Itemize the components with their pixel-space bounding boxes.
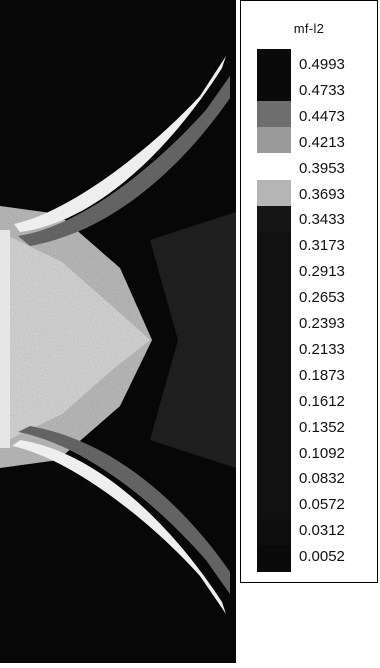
colorbar-level-label: 0.2133: [299, 340, 345, 358]
central-region-core: [0, 232, 150, 444]
colorbar-level-label: 0.4473: [299, 107, 345, 125]
colorbar-swatch: [257, 388, 291, 415]
colorbar-level-label: 0.0052: [299, 548, 345, 566]
region-halo: [150, 212, 236, 468]
colorbar-level-label: 0.1092: [299, 444, 345, 462]
colorbar-level-label: 0.3173: [299, 237, 345, 255]
colorbar-swatch: [257, 492, 291, 520]
colorbar-level-label: 0.4733: [299, 81, 345, 99]
colorbar-swatch: [257, 283, 291, 311]
colorbar-level-label: 0.0312: [299, 522, 345, 540]
colorbar-swatch: [257, 179, 291, 207]
colorbar-swatch: [257, 518, 291, 546]
colorbar-legend: mf-l2 0.4993 0.4733 0.4473 0.4213 0.3953 0.36…: [240, 0, 378, 583]
colorbar-level-label: 0.4993: [299, 56, 345, 73]
colorbar-swatch: [257, 127, 291, 154]
contour-plot: [0, 0, 236, 663]
contour-plot-svg: [0, 0, 236, 663]
colorbar-level-label: 0.0832: [299, 470, 345, 488]
colorbar-level-label: 0.3433: [299, 211, 345, 229]
colorbar-swatch: [257, 414, 291, 442]
colorbar-level-label: 0.3693: [299, 185, 345, 203]
colorbar-swatch: [257, 466, 291, 494]
colorbar-swatch: [257, 310, 291, 337]
legend-title: mf-l2: [293, 21, 325, 36]
colorbar-swatch: [257, 205, 291, 233]
colorbar-level-label: 0.1612: [299, 392, 345, 410]
colorbar-swatch: [257, 101, 291, 128]
colorbar-level-label: 0.2913: [299, 263, 345, 281]
colorbar-swatch: [257, 544, 291, 572]
colorbar-level-label: 0.4213: [299, 133, 345, 151]
colorbar-swatch: [257, 362, 291, 389]
colorbar-level-label: 0.0572: [299, 496, 345, 514]
colorbar-swatch: [257, 75, 291, 102]
colorbar-swatch: [257, 153, 291, 181]
colorbar-level-label: 0.2653: [299, 289, 345, 307]
left-edge-stripe: [0, 230, 10, 448]
colorbar-level-label: 0.3953: [299, 159, 345, 177]
colorbar-level-label: 0.2393: [299, 315, 345, 332]
colorbar-level-label: 0.1873: [299, 366, 345, 384]
colorbar-swatch: [257, 257, 291, 285]
colorbar-swatch: [257, 231, 291, 259]
colorbar-swatch: [257, 49, 291, 76]
colorbar-level-label: 0.1352: [299, 418, 345, 436]
colorbar-swatch: [257, 336, 291, 363]
colorbar: [257, 49, 291, 572]
colorbar-swatch: [257, 440, 291, 468]
